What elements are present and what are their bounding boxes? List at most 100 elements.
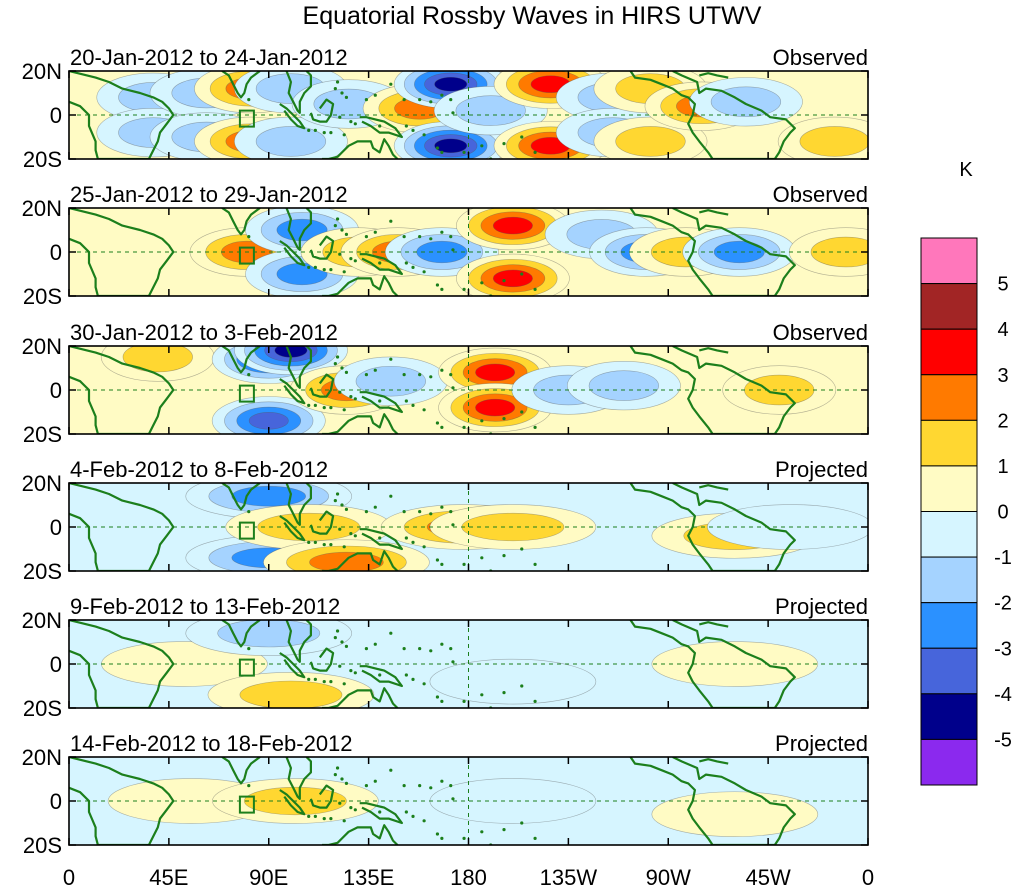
island	[462, 287, 466, 291]
island	[440, 505, 444, 509]
anomaly-cell	[713, 240, 765, 264]
island	[340, 228, 344, 232]
panel-period: 30-Jan-2012 to 3-Feb-2012	[70, 320, 338, 345]
coastline	[359, 802, 403, 825]
island	[514, 479, 517, 482]
colorbar-label: 4	[997, 319, 1008, 341]
island	[411, 677, 415, 682]
coastline	[359, 391, 403, 414]
island	[340, 503, 344, 507]
anomaly-cell	[255, 126, 327, 157]
anomaly-cell	[309, 551, 384, 571]
coastline	[221, 483, 261, 511]
island	[313, 403, 317, 407]
island	[344, 507, 349, 511]
island	[378, 124, 382, 128]
island	[435, 558, 440, 562]
lon-tick-label: 45E	[149, 865, 188, 890]
island	[440, 287, 444, 291]
island	[462, 562, 466, 567]
coastline	[69, 346, 175, 434]
lat-tick-label: 0	[50, 789, 62, 814]
colorbar-swatch	[920, 283, 978, 330]
colorbar-swatch	[920, 647, 978, 695]
coastline	[629, 208, 796, 296]
island	[418, 510, 422, 514]
island	[451, 523, 455, 527]
island	[404, 124, 408, 128]
island	[440, 836, 444, 841]
island	[340, 91, 344, 95]
island	[378, 536, 382, 540]
island	[418, 98, 422, 102]
coastline	[359, 665, 403, 688]
island	[378, 399, 382, 403]
coastline	[322, 275, 399, 296]
island	[389, 219, 393, 223]
anomaly-cell	[122, 346, 193, 373]
island	[329, 817, 333, 821]
coastline	[699, 72, 729, 79]
island	[313, 677, 317, 682]
island	[520, 135, 524, 139]
island	[364, 784, 369, 788]
coastline	[279, 103, 306, 130]
coastline	[309, 235, 335, 260]
coastline	[309, 784, 335, 809]
island	[364, 510, 369, 514]
colorbar-label: -5	[994, 729, 1012, 751]
coastline	[69, 71, 175, 159]
colorbar-label: -4	[994, 684, 1012, 706]
island	[429, 100, 433, 104]
coastline	[221, 71, 261, 99]
coastline	[279, 515, 306, 542]
anomaly-cell	[217, 620, 321, 648]
coastline	[629, 71, 796, 159]
coastline	[359, 528, 403, 551]
island	[449, 235, 453, 239]
island	[533, 425, 537, 429]
coastline	[285, 208, 312, 251]
island	[349, 806, 353, 810]
coastline	[322, 138, 399, 159]
island	[429, 786, 433, 790]
island	[349, 257, 353, 261]
island	[342, 682, 346, 686]
island	[533, 836, 537, 841]
panel-period: 14-Feb-2012 to 18-Feb-2012	[70, 731, 353, 756]
coastline	[309, 510, 335, 535]
island	[451, 660, 455, 664]
panel-status: Projected	[775, 457, 868, 482]
colorbar-swatch	[920, 328, 978, 376]
anomaly-cell	[248, 412, 289, 430]
figure-title: Equatorial Rossby Waves in HIRS UTWV	[303, 2, 762, 30]
island	[520, 272, 524, 276]
island	[389, 82, 393, 86]
island	[449, 647, 453, 651]
coastline	[221, 208, 261, 236]
coastline	[309, 373, 335, 398]
island	[329, 543, 333, 547]
island	[322, 406, 326, 410]
coastline	[69, 757, 175, 845]
island	[514, 616, 517, 619]
island	[402, 235, 406, 239]
coastline	[359, 253, 403, 276]
island	[451, 797, 455, 801]
island	[502, 279, 506, 283]
coastline	[279, 789, 306, 816]
coastline	[285, 620, 312, 663]
island	[313, 540, 317, 545]
island	[422, 408, 426, 412]
anomaly-cell	[615, 126, 686, 157]
colorbar-swatch	[920, 465, 978, 512]
island	[449, 510, 453, 514]
island	[247, 510, 251, 514]
island	[335, 217, 340, 221]
island	[520, 821, 524, 825]
anomaly-cell	[429, 658, 597, 705]
lat-tick-label: 0	[50, 103, 62, 128]
island	[364, 98, 369, 102]
island	[307, 128, 311, 132]
island	[404, 261, 408, 265]
